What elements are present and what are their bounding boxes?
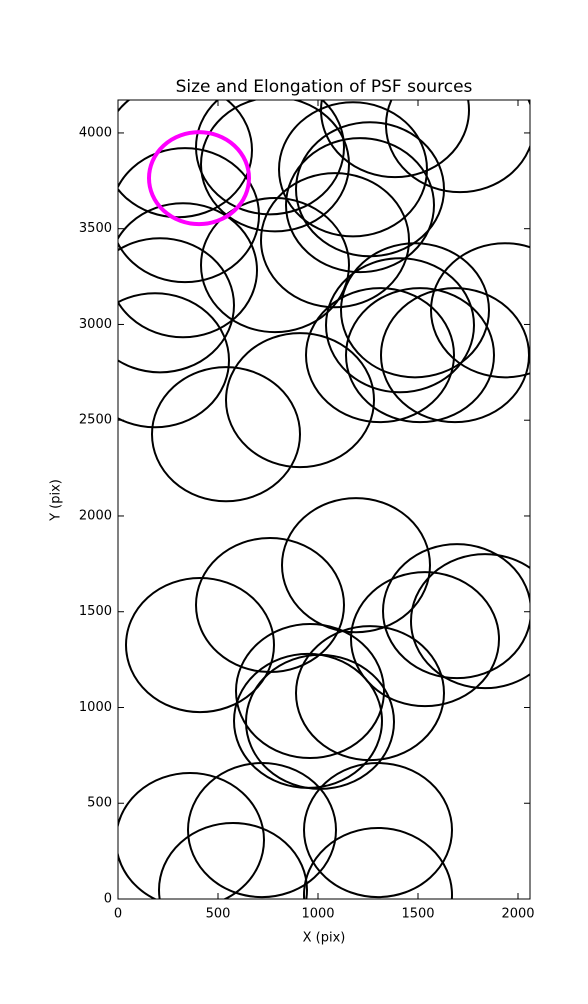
- psf-ellipse: [125, 577, 275, 714]
- psf-ellipse: [118, 772, 265, 899]
- y-tick-label: 2000: [79, 508, 112, 523]
- x-axis-label: X (pix): [303, 931, 346, 946]
- y-tick-label: 1500: [79, 604, 112, 619]
- y-tick-label: 3500: [79, 221, 112, 236]
- psf-ellipse: [245, 653, 395, 790]
- psf-ellipse: [235, 622, 385, 760]
- psf-ellipse: [410, 553, 530, 690]
- psf-ellipse: [187, 762, 337, 899]
- psf-ellipse: [151, 366, 301, 503]
- psf-ellipse: [260, 172, 410, 309]
- psf-ellipse: [303, 762, 453, 899]
- x-tick-label: 1000: [301, 907, 334, 922]
- x-tick-label: 1500: [401, 907, 434, 922]
- psf-ellipse: [295, 121, 445, 258]
- psf-ellipse: [195, 100, 345, 216]
- psf-ellipse: [320, 100, 470, 179]
- x-tick-label: 500: [206, 907, 231, 922]
- psf-ellipse: [118, 237, 235, 374]
- psf-ellipse: [147, 130, 251, 227]
- plot-frame: [117, 99, 531, 900]
- psf-ellipse: [118, 147, 260, 284]
- y-tick-label: 3000: [79, 317, 112, 332]
- x-tick-label: 2000: [501, 907, 534, 922]
- psf-ellipse: [200, 100, 350, 233]
- psf-ellipse: [380, 287, 530, 424]
- psf-ellipse: [385, 100, 530, 194]
- psf-ellipse: [350, 571, 500, 708]
- psf-ellipse: [233, 652, 383, 789]
- chart-title: Size and Elongation of PSF sources: [176, 77, 473, 97]
- psf-ellipse: [278, 101, 428, 238]
- psf-ellipse: [118, 202, 258, 339]
- y-axis-label: Y (pix): [49, 479, 64, 522]
- psf-ellipse: [295, 625, 445, 762]
- psf-ellipse: [430, 242, 530, 379]
- psf-ellipse: [118, 292, 230, 429]
- psf-ellipse: [325, 257, 475, 394]
- psf-ellipse: [382, 543, 530, 680]
- psf-ellipse: [345, 287, 495, 424]
- psf-ellipse: [200, 197, 350, 334]
- psf-ellipse: [158, 821, 308, 899]
- x-tick-label: 0: [114, 907, 122, 922]
- psf-ellipse: [225, 332, 375, 469]
- y-tick-label: 0: [104, 892, 112, 907]
- psf-ellipse: [195, 536, 345, 674]
- y-tick-label: 2500: [79, 413, 112, 428]
- psf-ellipse: [303, 826, 453, 899]
- psf-ellipse: [285, 137, 435, 274]
- y-tick-label: 4000: [79, 125, 112, 140]
- psf-ellipse: [281, 497, 431, 634]
- plot-marks: [118, 100, 530, 899]
- psf-ellipse: [340, 242, 490, 379]
- psf-ellipse: [118, 100, 253, 219]
- y-tick-label: 500: [87, 796, 112, 811]
- psf-ellipse: [305, 287, 455, 424]
- y-tick-label: 1000: [79, 700, 112, 715]
